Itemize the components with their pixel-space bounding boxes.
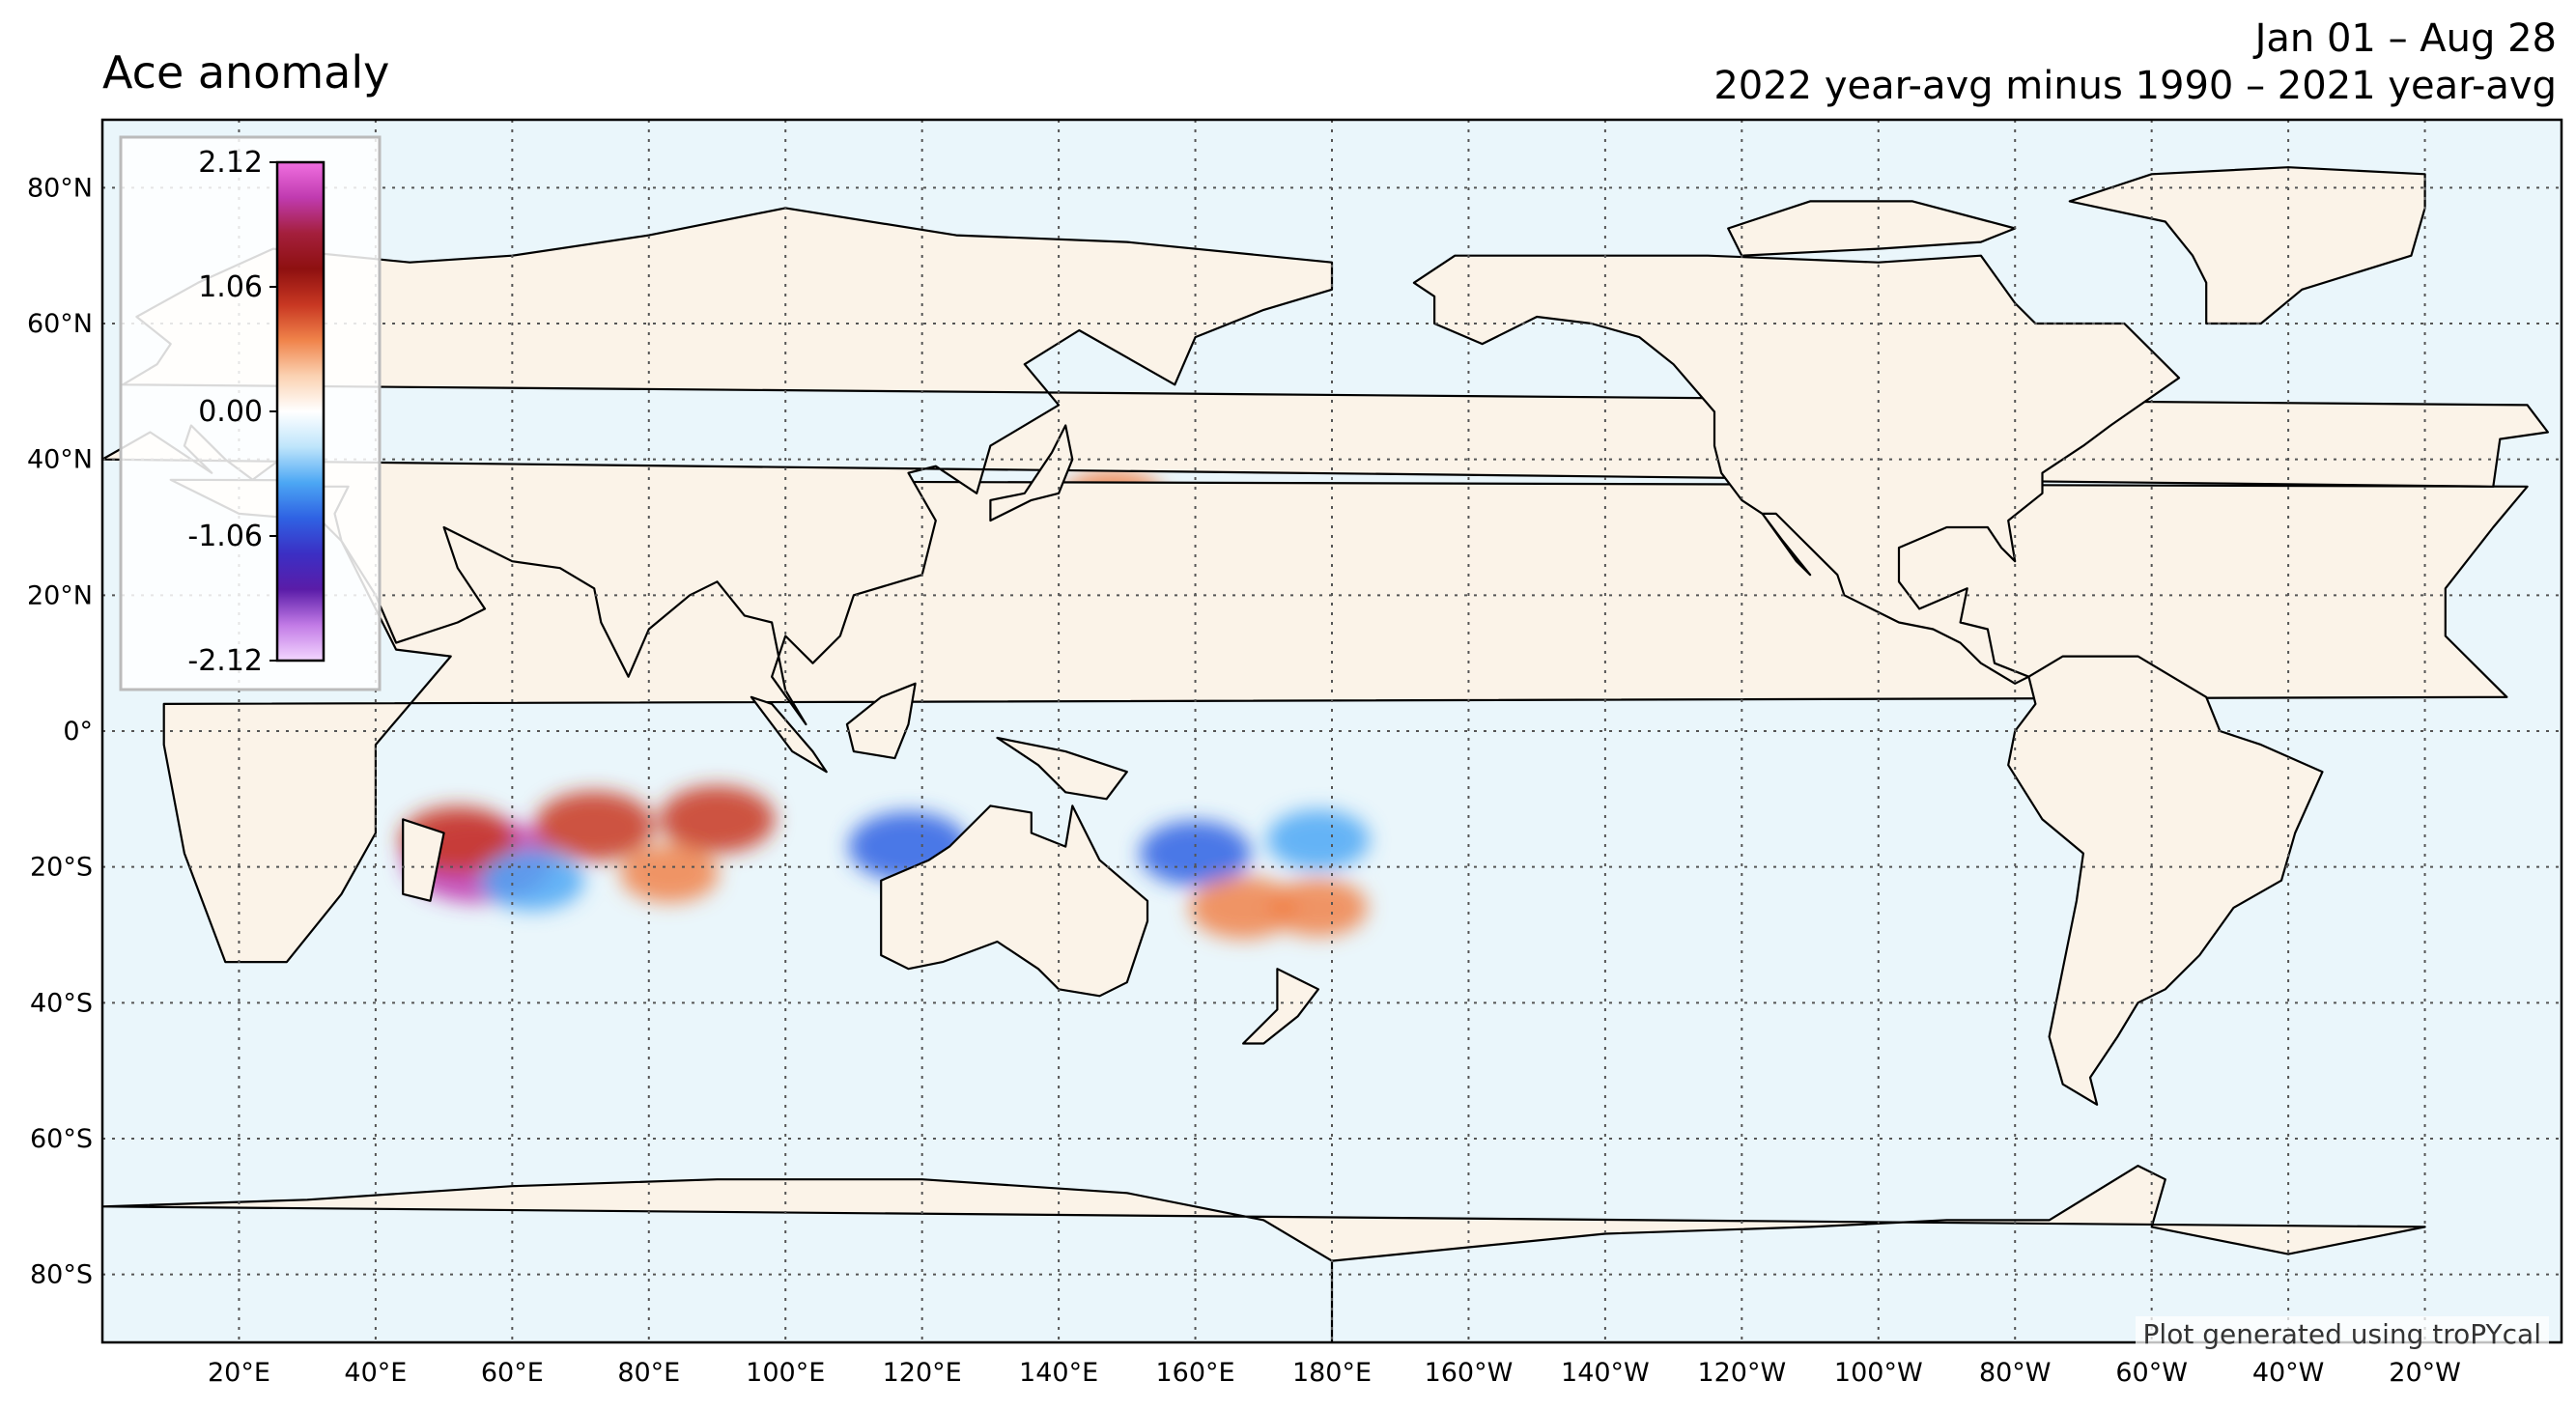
longitude-labels: 20°E 40°E 60°E 80°E 100°E 120°E 140°E 160°E 180°… (208, 1358, 2461, 1388)
lat-label: 60°N (27, 309, 93, 339)
lat-label: 0° (63, 717, 93, 747)
south-america-landmass (2007, 655, 2324, 1106)
japan-landmass (989, 424, 1074, 522)
subtitle: 2022 year-avg minus 1990 – 2021 year-avg (1713, 63, 2557, 108)
lat-label: 40°N (27, 445, 93, 475)
colorbar-tick-label: 1.06 (198, 270, 263, 304)
lon-label: 80°W (1979, 1358, 2052, 1388)
lon-label: 100°W (1834, 1358, 1923, 1388)
map-title: Ace anomaly (102, 46, 390, 99)
lon-label: 80°E (617, 1358, 680, 1388)
lon-label: 160°E (1156, 1358, 1235, 1388)
borneo-landmass (845, 682, 917, 760)
madagascar-landmass (402, 818, 445, 902)
anomaly-cell (481, 850, 584, 911)
colorbar-tick-label: 2.12 (198, 146, 263, 180)
lon-label: 140°W (1561, 1358, 1650, 1388)
lat-label: 20°S (30, 853, 93, 883)
lon-label: 120°W (1697, 1358, 1786, 1388)
lon-label: 20°E (208, 1358, 270, 1388)
lat-label: 80°N (27, 173, 93, 203)
lon-label: 60°W (2115, 1358, 2188, 1388)
colorbar-box (119, 135, 382, 691)
lon-label: 160°W (1425, 1358, 1514, 1388)
map-frame (100, 118, 2563, 1344)
latitude-labels: 80°N 60°N 40°N 20°N 0° 20°S 40°S 60°S 80°S (27, 173, 93, 1289)
colorbar-bar (275, 160, 326, 663)
colorbar: 2.12 1.06 0.00 -1.06 -2.12 (119, 135, 382, 691)
australia-landmass (880, 804, 1149, 998)
newguinea-landmass (996, 736, 1128, 801)
colorbar-ticks: 2.12 1.06 0.00 -1.06 -2.12 (187, 146, 277, 678)
lon-label: 20°W (2389, 1358, 2461, 1388)
anomaly-cell (1189, 876, 1297, 940)
anomaly-cell (1266, 809, 1371, 870)
colorbar-tick-label: 0.00 (198, 395, 263, 429)
lat-label: 60°S (30, 1124, 93, 1154)
antarctica-landmass (102, 1165, 2426, 1342)
colorbar-tick-label: -1.06 (187, 520, 263, 553)
lon-label: 120°E (883, 1358, 962, 1388)
sumatra-landmass (750, 695, 828, 774)
lat-label: 20°N (27, 580, 93, 610)
lat-label: 80°S (30, 1260, 93, 1290)
map-content (102, 120, 2562, 1342)
lon-label: 40°E (344, 1358, 407, 1388)
colorbar-tick-label: -2.12 (187, 644, 263, 678)
anomaly-cell (1268, 878, 1368, 937)
canadian-arctic-landmass (1727, 200, 2017, 257)
map-subtitle-block: Jan 01 – Aug 28 2022 year-avg minus 1990… (1713, 15, 2557, 110)
date-range: Jan 01 – Aug 28 (2254, 16, 2557, 61)
landmasses (102, 166, 2549, 1342)
greenland-landmass (2068, 166, 2426, 325)
lon-label: 40°W (2252, 1358, 2325, 1388)
anomaly-cell (659, 785, 776, 854)
anomaly-cell (1139, 821, 1252, 887)
lat-label: 40°S (30, 988, 93, 1018)
anomaly-cell (619, 844, 719, 903)
credit-text: Plot generated using troPYcal (2135, 1316, 2549, 1352)
lon-label: 100°E (746, 1358, 825, 1388)
anomaly-cell (534, 791, 655, 861)
lon-label: 140°E (1019, 1358, 1098, 1388)
lon-label: 60°E (481, 1358, 544, 1388)
newzealand-landmass (1242, 968, 1319, 1045)
graticule (102, 120, 2562, 1342)
lon-label: 180°E (1292, 1358, 1372, 1388)
